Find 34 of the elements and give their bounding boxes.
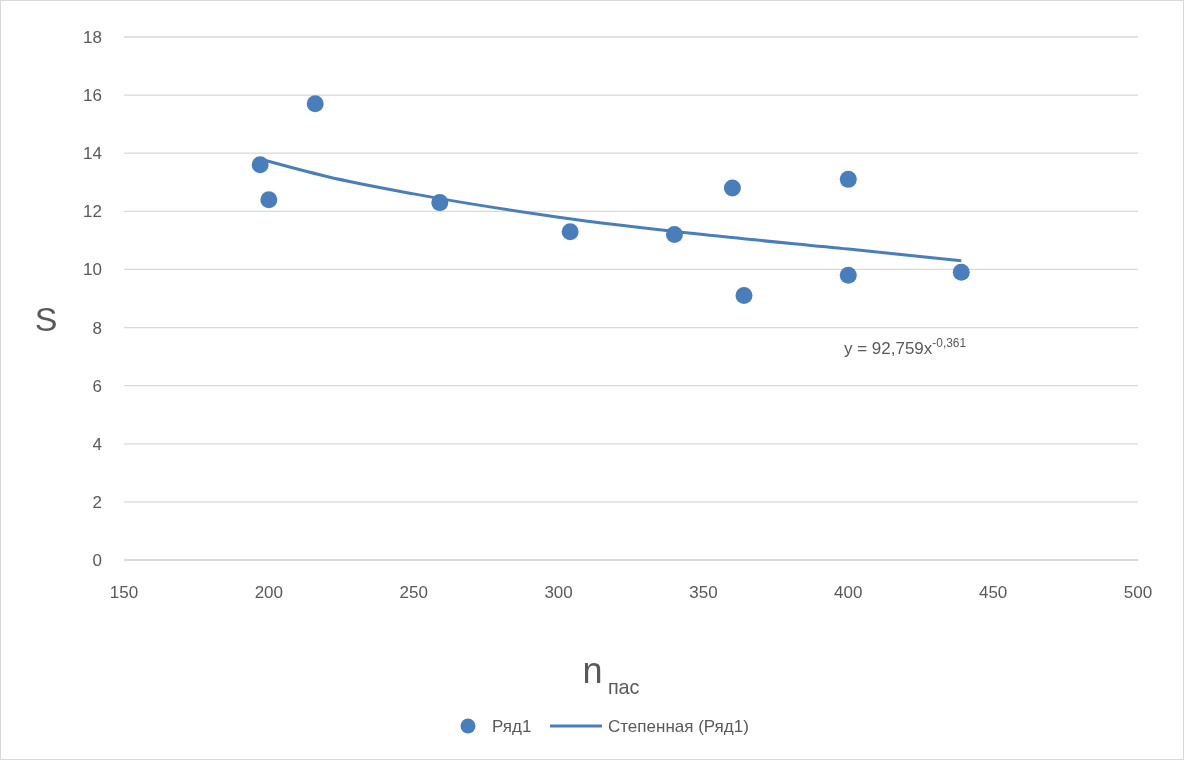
point — [735, 287, 753, 305]
point — [665, 226, 683, 244]
y-tick-label: 18 — [83, 27, 102, 47]
y-tick-label: 2 — [92, 492, 102, 512]
y-tick-label: 14 — [83, 144, 102, 164]
point — [306, 95, 324, 113]
x-tick-label: 400 — [834, 583, 863, 602]
point — [839, 170, 857, 188]
legend-label: Степенная (Ряд1) — [608, 716, 749, 736]
x-tick-label: 350 — [689, 583, 718, 602]
point — [251, 156, 269, 174]
y-tick-label: 0 — [92, 550, 102, 570]
x-tick-label: 300 — [544, 583, 573, 602]
y-tick-label: 10 — [83, 260, 102, 280]
y-tick-label: 4 — [92, 434, 102, 454]
point — [561, 223, 579, 241]
point — [839, 266, 857, 284]
y-tick-label: 6 — [92, 376, 102, 396]
x-tick-label: 150 — [109, 583, 139, 602]
point — [260, 191, 278, 209]
point — [431, 194, 449, 212]
point — [952, 263, 970, 281]
y-tick-label: 12 — [83, 202, 102, 222]
x-tick-label: 200 — [254, 583, 284, 602]
y-axis-title: S — [34, 300, 58, 339]
annotation: y = 92,759x$^{-0,361}$ — [843, 336, 967, 359]
x-axis-title: n$_{пас}$ — [582, 650, 640, 698]
x-tick-label: 250 — [399, 583, 428, 602]
legend-label: Ряд1 — [492, 716, 532, 736]
x-tick-label: 450 — [978, 583, 1008, 602]
y-tick-label: 8 — [92, 318, 102, 338]
y-tick-label: 16 — [83, 86, 102, 106]
x-tick-label: 500 — [1123, 583, 1153, 602]
point — [723, 179, 741, 197]
